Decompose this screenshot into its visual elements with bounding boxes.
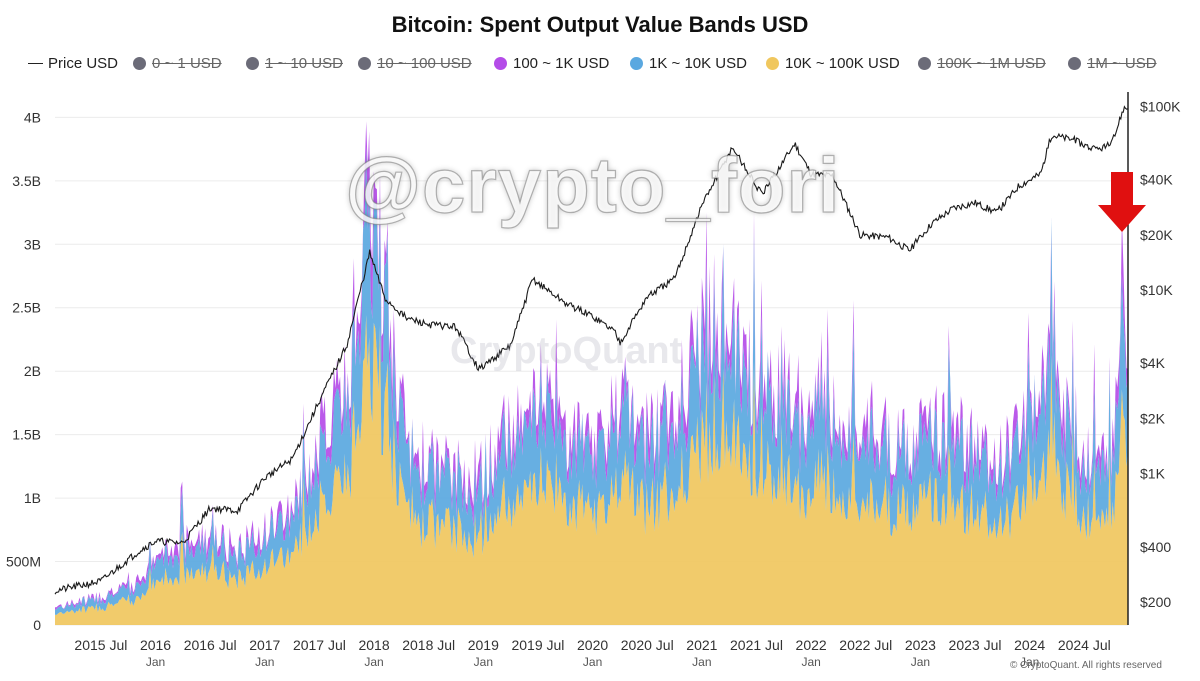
dot-swatch-icon [918,56,931,70]
legend-item-1k-10k-usd[interactable]: 1K ~ 10K USD [630,52,747,74]
x-tick-label: 2018 Jul [402,637,455,653]
y-left-tick-label: 4B [24,109,41,125]
x-tick-sublabel: Jan [801,655,820,669]
legend-item-100k-1m-usd[interactable]: 100K ~ 1M USD [918,52,1046,74]
x-tick-label: 2019 [468,637,499,653]
y-right-tick-label: $2K [1140,410,1166,426]
legend-item-10k-100k-usd[interactable]: 10K ~ 100K USD [766,52,900,74]
y-left-tick-label: 2.5B [12,300,41,316]
y-left-tick-label: 0 [33,617,41,633]
x-tick-label: 2022 [796,637,827,653]
y-right-tick-label: $100K [1140,99,1181,115]
y-left-tick-label: 500M [6,554,41,570]
y-left-tick-label: 2B [24,363,41,379]
legend-label: 10 ~ 100 USD [377,54,472,72]
x-tick-label: 2020 Jul [621,637,674,653]
dot-swatch-icon [1068,56,1081,70]
line-swatch-icon [28,62,43,64]
x-tick-sublabel: Jan [583,655,602,669]
x-tick-sublabel: Jan [1020,655,1039,669]
x-tick-label: 2018 [358,637,389,653]
legend-item-1m-usd[interactable]: 1M ~ USD [1068,52,1157,74]
cryptoquant-watermark: CryptoQuant [450,330,683,372]
dot-swatch-icon [133,56,146,70]
x-tick-sublabel: Jan [474,655,493,669]
y-right-tick-label: $4K [1140,355,1166,371]
legend-label: 1M ~ USD [1087,54,1157,72]
x-tick-label: 2016 [140,637,171,653]
y-left-tick-label: 1B [24,490,41,506]
red-down-arrow-icon [1098,172,1146,232]
legend-label: 1K ~ 10K USD [649,54,747,72]
legend-label: 100 ~ 1K USD [513,54,610,72]
legend-item-1-10-usd[interactable]: 1 ~ 10 USD [246,52,343,74]
band-area-1k-10k [55,146,1128,615]
x-tick-sublabel: Jan [146,655,165,669]
x-tick-label: 2023 [905,637,936,653]
y-right-tick-label: $1K [1140,466,1166,482]
dot-swatch-icon [766,56,779,70]
y-right-tick-label: $20K [1140,227,1173,243]
x-tick-label: 2021 Jul [730,637,783,653]
x-tick-label: 2019 Jul [511,637,564,653]
legend-label: 10K ~ 100K USD [785,54,900,72]
x-tick-label: 2017 [249,637,280,653]
legend-label: 100K ~ 1M USD [937,54,1046,72]
band-area-10k-100k [55,315,1128,625]
x-tick-label: 2023 Jul [949,637,1002,653]
x-tick-sublabel: Jan [692,655,711,669]
dot-swatch-icon [630,56,643,70]
x-tick-label: 2021 [686,637,717,653]
x-tick-label: 2020 [577,637,608,653]
author-watermark: @crypto_fori [344,140,841,229]
x-tick-label: 2024 [1014,637,1045,653]
copyright-text: © CryptoQuant. All rights reserved [1010,660,1162,671]
chart-title: Bitcoin: Spent Output Value Bands USD [391,12,809,37]
y-left-tick-label: 1.5B [12,427,41,443]
legend: Price USD 0 ~ 1 USD 1 ~ 10 USD 10 ~ 100 USD… [0,52,1200,74]
x-tick-sublabel: Jan [255,655,274,669]
x-tick-label: 2015 Jul [74,637,127,653]
y-right-tick-label: $10K [1140,282,1173,298]
legend-item-price-usd[interactable]: Price USD [28,52,118,74]
dot-swatch-icon [246,56,259,70]
x-tick-sublabel: Jan [911,655,930,669]
legend-label: Price USD [48,54,119,72]
x-tick-label: 2022 Jul [839,637,892,653]
legend-item-100-1k-usd[interactable]: 100 ~ 1K USD [494,52,609,74]
legend-item-10-100-usd[interactable]: 10 ~ 100 USD [358,52,472,74]
legend-label: 1 ~ 10 USD [265,54,343,72]
price-line [54,105,1129,595]
x-tick-label: 2024 Jul [1058,637,1111,653]
x-tick-label: 2017 Jul [293,637,346,653]
legend-item-0-1-usd[interactable]: 0 ~ 1 USD [133,52,222,74]
x-tick-label: 2016 Jul [184,637,237,653]
x-tick-sublabel: Jan [364,655,383,669]
legend-label: 0 ~ 1 USD [152,54,222,72]
y-right-tick-label: $400 [1140,539,1171,555]
y-right-tick-label: $40K [1140,172,1173,188]
y-left-tick-label: 3B [24,236,41,252]
y-right-tick-label: $200 [1140,594,1171,610]
dot-swatch-icon [358,56,371,70]
y-left-tick-label: 3.5B [12,173,41,189]
dot-swatch-icon [494,56,507,70]
